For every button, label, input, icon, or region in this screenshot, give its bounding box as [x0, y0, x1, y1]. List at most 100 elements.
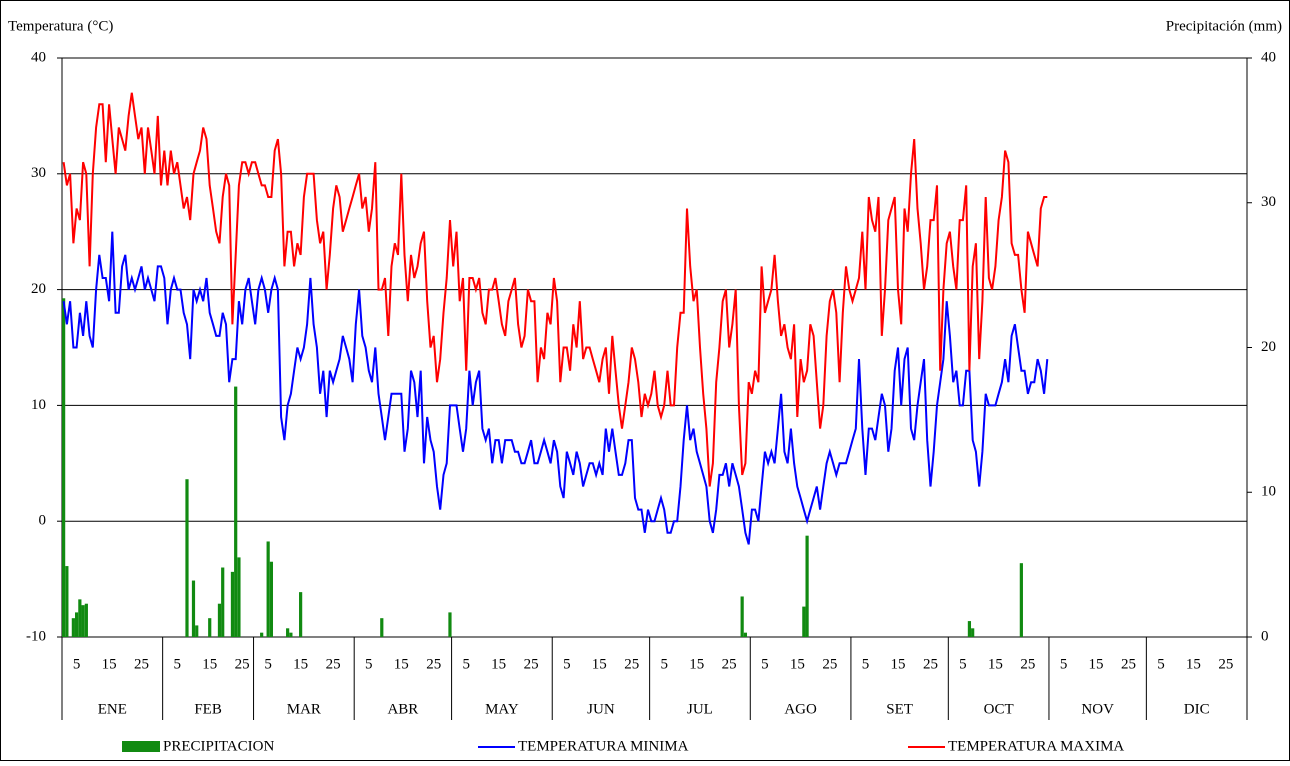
y-tick-label: 10 — [31, 397, 46, 413]
y-tick-label: 30 — [31, 165, 46, 181]
x-tick-label: 5 — [761, 656, 769, 672]
precip-bar — [62, 298, 66, 637]
precip-bar — [78, 599, 82, 637]
x-tick-label: 25 — [235, 656, 250, 672]
legend-label: TEMPERATURA MAXIMA — [948, 738, 1124, 754]
month-label: MAY — [485, 701, 519, 717]
x-tick-label: 5 — [462, 656, 470, 672]
x-tick-label: 25 — [822, 656, 837, 672]
x-tick-label: 25 — [426, 656, 441, 672]
precip-bar — [217, 603, 222, 637]
precip-bar — [185, 479, 189, 637]
x-tick-label: 15 — [689, 656, 704, 672]
precip-bar — [65, 566, 69, 637]
month-label: ENE — [98, 701, 127, 717]
precip-bar — [84, 603, 88, 637]
precip-bar — [75, 612, 79, 637]
y2-tick-label: 40 — [1261, 49, 1276, 65]
y2-tick-label: 30 — [1261, 194, 1276, 210]
y2-tick-label: 0 — [1261, 628, 1269, 644]
precip-bar — [269, 561, 274, 637]
x-tick-label: 25 — [923, 656, 938, 672]
x-tick-label: 25 — [1020, 656, 1035, 672]
y-tick-label: 20 — [31, 281, 46, 297]
precip-bar — [299, 592, 303, 637]
precip-bar — [221, 567, 225, 637]
x-tick-label: 15 — [491, 656, 506, 672]
x-tick-label: 15 — [890, 656, 905, 672]
x-tick-label: 15 — [592, 656, 607, 672]
precip-bar — [71, 618, 75, 637]
y2-axis-title: Precipitación (mm) — [1166, 18, 1282, 34]
x-tick-label: 25 — [524, 656, 539, 672]
x-tick-label: 15 — [102, 656, 117, 672]
x-tick-label: 5 — [563, 656, 571, 672]
x-tick-label: 15 — [293, 656, 308, 672]
x-tick-label: 25 — [134, 656, 149, 672]
precip-bar — [286, 628, 290, 637]
x-tick-label: 15 — [790, 656, 805, 672]
x-tick-label: 25 — [326, 656, 341, 672]
precip-bar — [448, 612, 452, 637]
y-tick-label: 0 — [39, 513, 47, 529]
precip-bar — [740, 596, 744, 637]
precip-bar — [260, 632, 264, 637]
precip-bar — [195, 625, 199, 637]
month-label: SET — [886, 701, 913, 717]
month-label: ABR — [387, 701, 418, 717]
precip-bar — [802, 606, 806, 637]
precip-bar — [1019, 563, 1023, 637]
month-label: FEB — [194, 701, 222, 717]
x-tick-label: 15 — [202, 656, 217, 672]
x-tick-label: 25 — [624, 656, 639, 672]
x-tick-label: 5 — [660, 656, 668, 672]
precip-bar — [234, 386, 238, 637]
precip-bar — [208, 618, 212, 637]
precip-bar — [380, 618, 384, 637]
temperature-line — [62, 92, 1048, 487]
month-label: JUL — [687, 701, 713, 717]
legend-swatch — [122, 741, 160, 752]
y-tick-label: 40 — [31, 49, 46, 65]
x-tick-label: 25 — [1121, 656, 1136, 672]
y-axis-title: Temperatura (°C) — [8, 18, 113, 34]
y2-tick-label: 20 — [1261, 339, 1276, 355]
precip-bar — [289, 632, 293, 637]
y-tick-label: -10 — [26, 628, 46, 644]
precip-bar — [266, 541, 270, 637]
x-tick-label: 25 — [722, 656, 737, 672]
x-tick-label: 5 — [264, 656, 272, 672]
y2-tick-label: 10 — [1261, 484, 1276, 500]
x-tick-label: 5 — [73, 656, 81, 672]
plot-frame — [61, 57, 1248, 638]
month-label: AGO — [784, 701, 817, 717]
precip-bar — [81, 605, 85, 637]
month-label: MAR — [287, 701, 321, 717]
x-tick-label: 5 — [1157, 656, 1165, 672]
precip-bar — [237, 557, 241, 637]
x-tick-label: 5 — [174, 656, 182, 672]
precip-bar — [805, 535, 809, 637]
month-label: DIC — [1184, 701, 1210, 717]
x-tick-label: 5 — [862, 656, 870, 672]
precip-bar — [230, 571, 235, 637]
x-tick-label: 15 — [1089, 656, 1104, 672]
month-label: NOV — [1081, 701, 1114, 717]
x-tick-label: 15 — [394, 656, 409, 672]
month-label: JUN — [587, 701, 615, 717]
legend-label: PRECIPITACION — [163, 738, 274, 754]
x-tick-label: 15 — [1186, 656, 1201, 672]
x-tick-label: 15 — [988, 656, 1003, 672]
precip-bar — [967, 621, 972, 637]
x-tick-label: 25 — [1218, 656, 1233, 672]
temperature-line — [62, 231, 1049, 545]
legend-label: TEMPERATURA MINIMA — [518, 738, 689, 754]
precip-bar — [743, 632, 748, 637]
precip-bar — [971, 628, 975, 637]
month-label: OCT — [984, 701, 1014, 717]
x-tick-label: 5 — [959, 656, 967, 672]
x-tick-label: 5 — [365, 656, 373, 672]
precip-bar — [191, 580, 196, 637]
